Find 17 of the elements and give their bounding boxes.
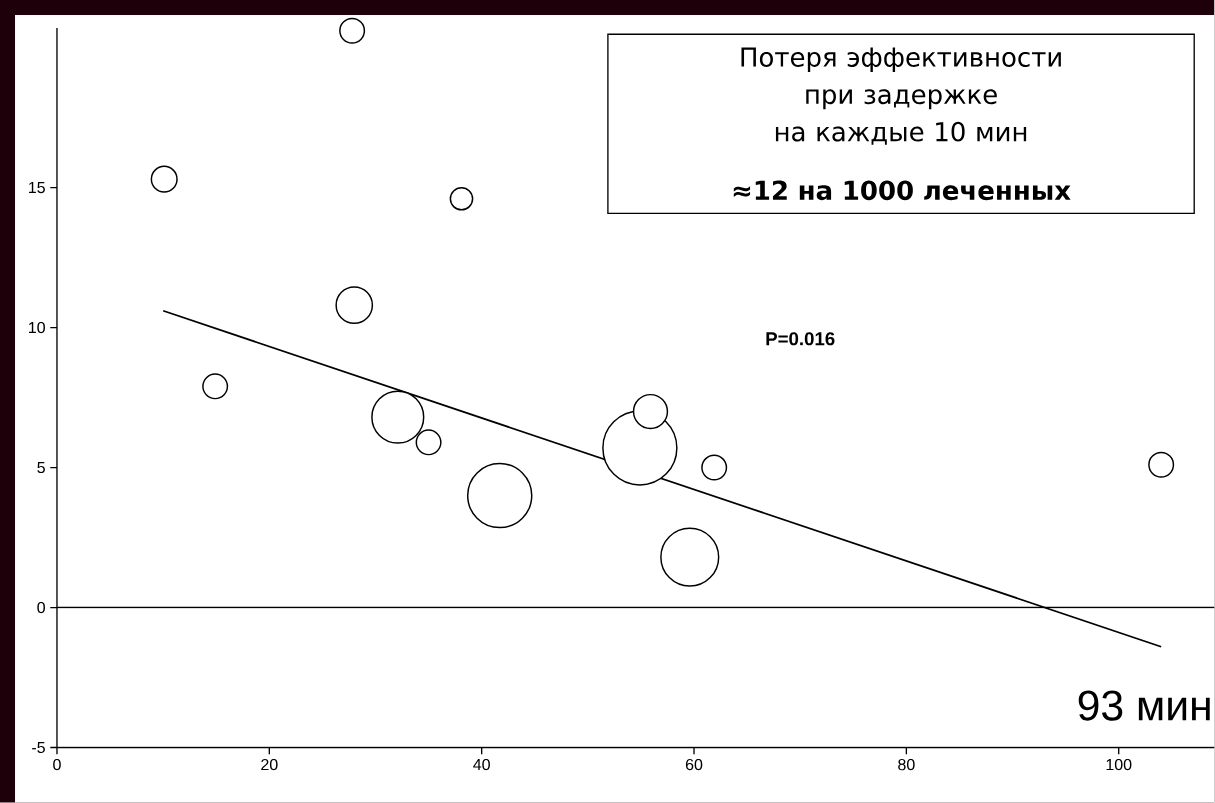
x-tick-label: 0	[53, 759, 61, 771]
annotation: при задержке	[806, 89, 997, 110]
x-tick-label: 80	[898, 759, 915, 771]
x-tick-label: 40	[473, 759, 490, 771]
annotation: P=0.016	[766, 332, 835, 346]
y-tick-label: 10	[29, 322, 45, 334]
x-tick-label: 20	[261, 759, 278, 771]
y-tick-label: 15	[29, 182, 45, 194]
x-tick-label: 100	[1106, 759, 1132, 771]
annotation: ≈12 на 1000 леченных	[733, 180, 1071, 201]
annotation: 93 мин	[1078, 690, 1210, 721]
annotation: на каждые 10 мин	[775, 122, 1027, 145]
x-tick-label: 60	[685, 759, 703, 771]
y-tick-label: -5	[32, 742, 45, 754]
y-tick-label: 0	[37, 602, 45, 614]
y-tick-label: 5	[37, 462, 45, 474]
annotation: Потеря эффективности	[741, 47, 1061, 73]
